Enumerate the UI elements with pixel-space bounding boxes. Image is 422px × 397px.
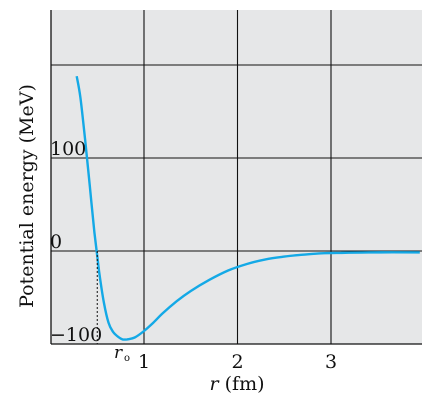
y-tick-label: −100 [50, 324, 102, 346]
y-axis-label: Potential energy (MeV) [16, 84, 38, 308]
r0-subscript: o [124, 353, 130, 364]
grid-lines [51, 10, 422, 344]
y-tick-labels: 100 0 −100 [50, 138, 102, 346]
x-tick-labels: 1 2 3 [138, 351, 337, 373]
plot-background [51, 10, 422, 344]
r0-label: r [114, 343, 123, 363]
x-axis-unit: (fm) [219, 373, 265, 395]
plot-area [50, 10, 422, 345]
x-tick-label: 1 [138, 351, 150, 373]
y-tick-label: 0 [50, 231, 62, 253]
y-tick-label: 100 [50, 138, 86, 160]
x-tick-label: 3 [325, 351, 337, 373]
x-axis-label: r (fm) [209, 373, 264, 395]
x-tick-label: 2 [231, 351, 243, 373]
x-axis-variable: r [209, 373, 220, 395]
